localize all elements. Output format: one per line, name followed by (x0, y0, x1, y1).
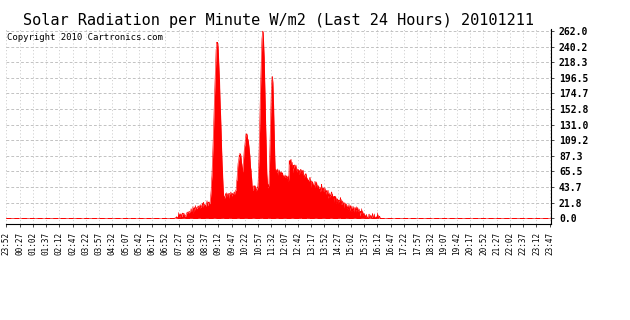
Text: Copyright 2010 Cartronics.com: Copyright 2010 Cartronics.com (8, 33, 163, 42)
Title: Solar Radiation per Minute W/m2 (Last 24 Hours) 20101211: Solar Radiation per Minute W/m2 (Last 24… (23, 12, 534, 28)
